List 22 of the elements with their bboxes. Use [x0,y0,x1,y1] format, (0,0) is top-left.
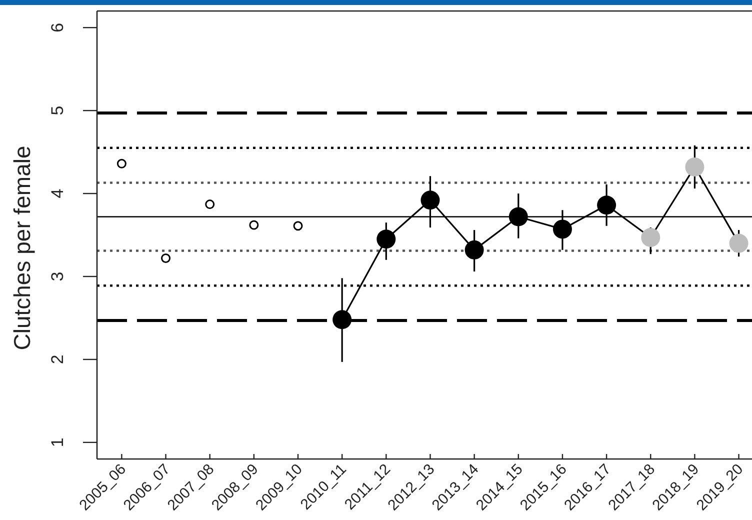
point [293,221,303,231]
point [508,207,528,226]
point [332,310,352,330]
point [376,230,396,249]
point [552,220,572,239]
point [464,240,484,260]
point [161,253,171,263]
point [205,200,215,210]
point [729,234,748,253]
point [597,196,616,215]
point [249,220,259,230]
point [685,157,704,176]
point [420,190,440,210]
y-tick-label: 2 [48,354,67,364]
y-axis-title: Clutches per female [9,146,35,350]
y-tick-label: 6 [48,22,67,32]
y-tick-label: 4 [48,188,67,198]
point [641,228,660,247]
y-tick-label: 3 [48,272,67,282]
point [116,158,126,168]
y-tick-label: 1 [48,438,67,448]
y-tick-label: 5 [48,106,67,116]
